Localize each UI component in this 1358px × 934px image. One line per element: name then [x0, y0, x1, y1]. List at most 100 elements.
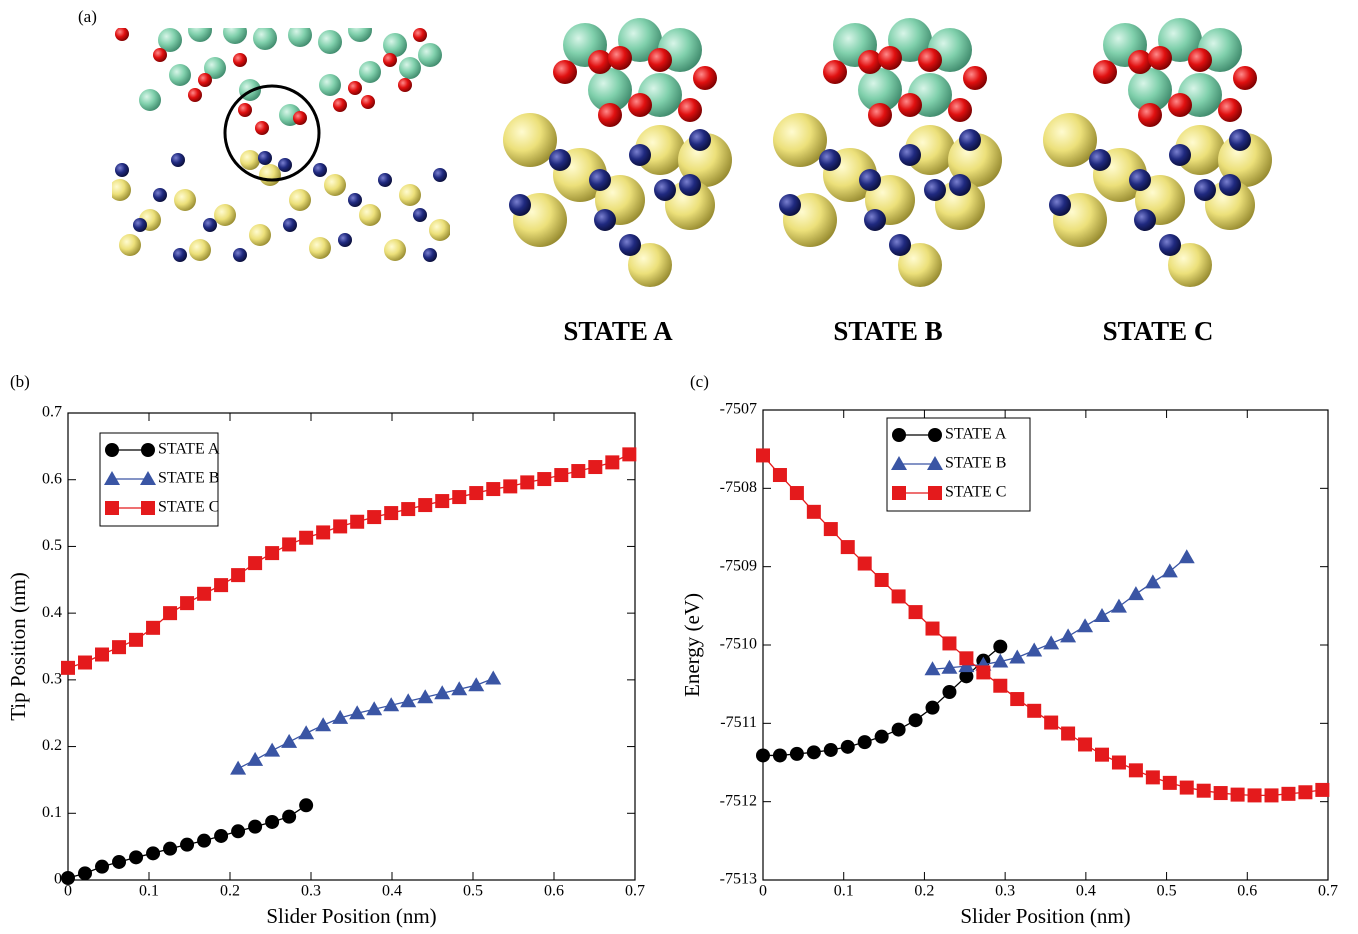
marker	[230, 761, 246, 775]
marker	[180, 838, 194, 852]
marker	[95, 860, 109, 874]
marker	[180, 596, 194, 610]
x-axis-label: Slider Position (nm)	[960, 904, 1130, 928]
marker	[892, 589, 906, 603]
marker	[468, 677, 484, 691]
marker	[605, 455, 619, 469]
state-structure	[503, 18, 732, 287]
y-tick-label: 0.4	[42, 604, 62, 621]
marker	[756, 448, 770, 462]
panel-label: (b)	[10, 372, 30, 391]
marker	[146, 621, 160, 635]
marker	[105, 443, 119, 457]
legend-label: STATE A	[945, 426, 1007, 443]
marker	[875, 573, 889, 587]
marker	[1162, 563, 1178, 577]
marker	[622, 447, 636, 461]
marker	[1315, 783, 1329, 797]
y-axis-label: Energy (eV)	[680, 593, 704, 697]
marker	[1128, 586, 1144, 600]
marker	[892, 486, 906, 500]
marker	[231, 568, 245, 582]
marker	[824, 522, 838, 536]
marker	[858, 557, 872, 571]
x-tick-label: 0.7	[625, 883, 645, 900]
marker	[824, 743, 838, 757]
marker	[892, 723, 906, 737]
marker	[61, 661, 75, 675]
marker	[942, 636, 956, 650]
marker	[1061, 727, 1075, 741]
marker	[1026, 642, 1042, 656]
x-tick-label: 0.4	[382, 883, 402, 900]
marker	[1145, 574, 1161, 588]
x-axis-label: Slider Position (nm)	[266, 904, 436, 928]
marker	[298, 725, 314, 739]
marker	[537, 472, 551, 486]
y-tick-label: -7507	[720, 401, 757, 418]
marker	[790, 747, 804, 761]
marker	[841, 540, 855, 554]
legend-label: STATE B	[158, 470, 219, 487]
y-tick-label: -7513	[720, 871, 757, 888]
marker	[248, 820, 262, 834]
marker	[807, 745, 821, 759]
x-tick-label: 0.6	[544, 883, 564, 900]
marker	[1111, 599, 1127, 613]
marker	[401, 502, 415, 516]
marker	[163, 606, 177, 620]
marker	[333, 519, 347, 533]
x-tick-label: 0.5	[1157, 883, 1177, 900]
marker	[281, 734, 297, 748]
marker	[231, 824, 245, 838]
marker	[1077, 618, 1093, 632]
marker	[78, 656, 92, 670]
state-structure	[773, 18, 1002, 287]
x-tick-label: 0.5	[463, 883, 483, 900]
marker	[1163, 776, 1177, 790]
marker	[141, 501, 155, 515]
panel-label: (c)	[690, 372, 709, 391]
x-tick-label: 0.6	[1237, 883, 1257, 900]
marker	[841, 740, 855, 754]
marker	[976, 665, 990, 679]
marker	[1298, 785, 1312, 799]
x-tick-label: 0	[64, 883, 72, 900]
marker	[265, 546, 279, 560]
marker	[807, 505, 821, 519]
marker	[247, 752, 263, 766]
marker	[350, 515, 364, 529]
marker	[571, 464, 585, 478]
marker	[61, 871, 75, 885]
marker	[105, 501, 119, 515]
marker	[384, 506, 398, 520]
marker	[214, 829, 228, 843]
y-tick-label: 0.3	[42, 671, 62, 688]
marker	[264, 743, 280, 757]
marker	[1078, 737, 1092, 751]
y-tick-label: 0.6	[42, 470, 62, 487]
marker	[1060, 628, 1076, 642]
marker	[469, 486, 483, 500]
marker	[773, 748, 787, 762]
marker	[1027, 704, 1041, 718]
marker	[892, 428, 906, 442]
y-tick-label: 0.2	[42, 737, 62, 754]
state-caption: STATE C	[1103, 316, 1214, 346]
marker	[248, 556, 262, 570]
marker	[367, 510, 381, 524]
marker	[1214, 786, 1228, 800]
marker	[554, 468, 568, 482]
legend-label: STATE C	[158, 499, 219, 516]
marker	[928, 428, 942, 442]
marker	[112, 855, 126, 869]
x-tick-label: 0.4	[1076, 883, 1096, 900]
marker	[1129, 763, 1143, 777]
marker	[146, 846, 160, 860]
y-tick-label: 0	[54, 871, 62, 888]
marker	[299, 531, 313, 545]
marker	[1044, 716, 1058, 730]
state-caption: STATE B	[833, 316, 942, 346]
marker	[95, 648, 109, 662]
marker	[282, 537, 296, 551]
